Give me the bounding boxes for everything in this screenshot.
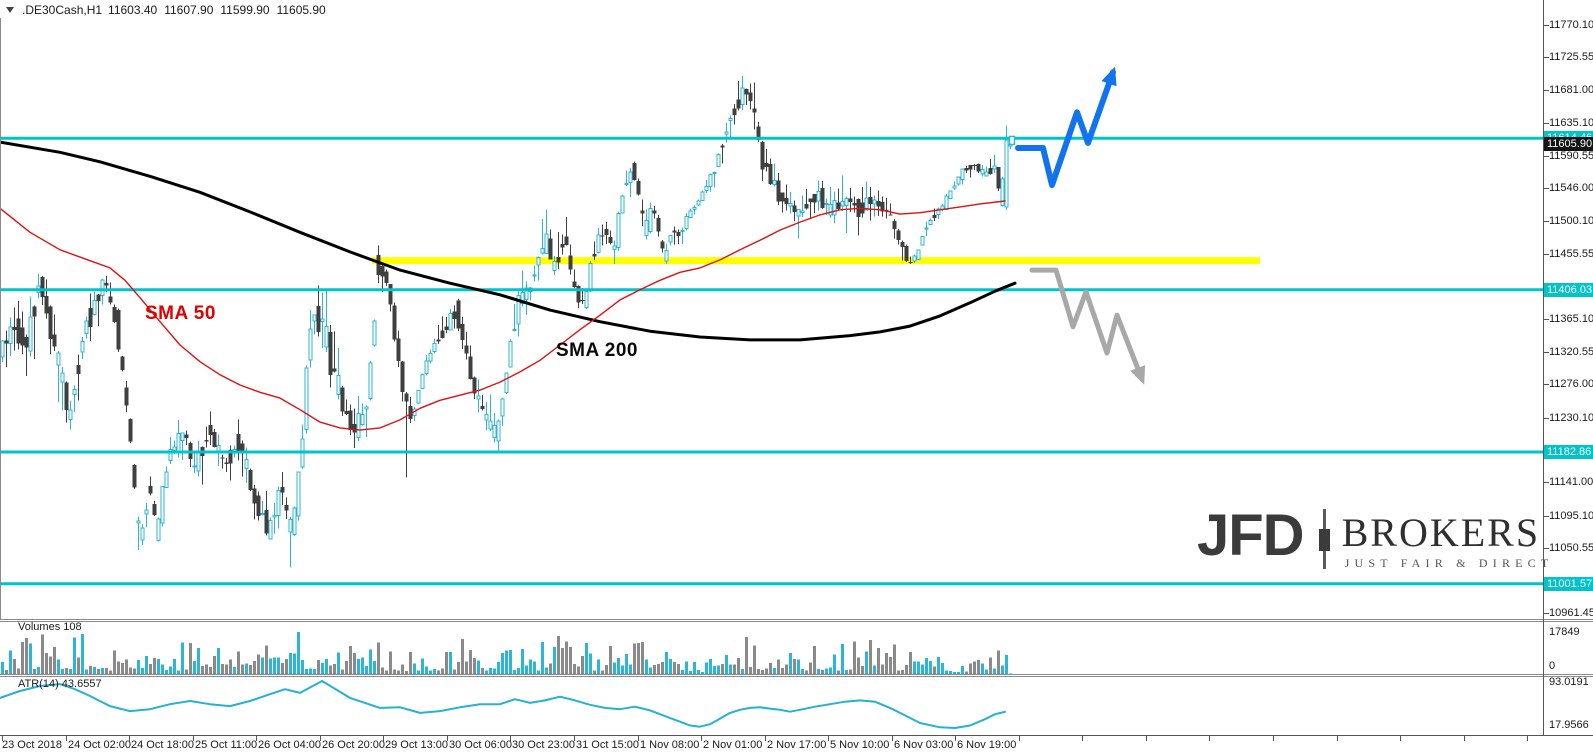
symbol-dropdown-icon[interactable] [6,7,14,13]
time-tick-label: 26 Oct 04:00 [258,739,321,751]
price-tick-label: 11455.55 [1549,248,1593,260]
time-tick-label: 30 Oct 23:00 [512,739,575,751]
atr-axis-min: 17.9566 [1549,719,1589,731]
time-tick-label: 1 Nov 08:00 [640,739,700,751]
atr-pane-label: ATR(14) 43.6557 [18,678,102,690]
logo-candlestick-icon [1316,509,1332,569]
time-tick-label: 24 Oct 02:00 [68,739,131,751]
sma50-label: SMA 50 [145,303,216,324]
price-tick-label: 11095.10 [1549,510,1593,522]
level-price-badge: 11001.57 [1544,577,1593,591]
time-tick-label: 5 Nov 10:00 [830,739,890,751]
quote-low: 11599.90 [220,3,270,17]
logo-brokers-text: BROKERS [1341,510,1541,555]
chart-title-bar: .DE30Cash,H1 11603.40 11607.90 11599.90 … [6,3,326,17]
symbol-title: .DE30Cash,H1 [22,3,103,17]
time-tick-label: 31 Oct 15:00 [576,739,639,751]
price-tick-label: 11635.10 [1549,117,1593,129]
sma200-label: SMA 200 [556,340,638,361]
price-tick-label: 11590.55 [1549,150,1593,162]
price-tick-label: 11365.10 [1549,313,1593,325]
jfd-brokers-logo: JFD BROKERS JUST FAIR & DIRECT [1197,507,1553,571]
price-tick-label: 11141.00 [1549,476,1593,488]
price-tick-label: 11276.00 [1549,378,1593,390]
time-tick-label: 30 Oct 06:00 [449,739,512,751]
time-tick-label: 2 Nov 17:00 [767,739,827,751]
bid-price-badge: 11605.90 [1544,137,1593,151]
time-tick-label: 23 Oct 2018 [2,739,62,751]
price-tick-label: 11230.10 [1549,412,1593,424]
time-tick-label: 2 Nov 01:00 [703,739,763,751]
level-price-badge: 11406.03 [1544,283,1593,297]
price-tick-label: 11770.10 [1549,19,1593,31]
time-tick-label: 6 Nov 19:00 [957,739,1017,751]
price-tick-label: 11500.10 [1549,215,1593,227]
quote-close: 11605.90 [276,3,326,17]
price-tick-label: 11320.55 [1549,346,1593,358]
quote-high: 11607.90 [164,3,214,17]
price-tick-label: 10961.45 [1549,607,1593,619]
volume-pane-label: Volumes 108 [18,621,82,633]
price-tick-label: 11725.55 [1549,51,1593,63]
volume-axis-max: 17849 [1549,626,1580,638]
time-tick-label: 24 Oct 18:00 [131,739,194,751]
volume-axis-min: 0 [1549,660,1556,672]
time-tick-label: 29 Oct 13:00 [385,739,448,751]
time-tick-label: 25 Oct 11:00 [195,739,258,751]
logo-tagline: JUST FAIR & DIRECT [1344,556,1554,570]
ohlc-quote: 11603.40 11607.90 11599.90 11605.90 [108,3,326,17]
time-tick-label: 6 Nov 03:00 [894,739,954,751]
price-tick-label: 11546.00 [1549,182,1593,194]
level-price-badge: 11182.86 [1544,445,1593,459]
atr-axis-max: 93.0191 [1549,676,1589,688]
logo-jfd-text: JFD [1197,503,1305,568]
quote-open: 11603.40 [108,3,158,17]
price-tick-label: 11050.55 [1549,542,1593,554]
time-tick-label: 26 Oct 20:00 [322,739,385,751]
price-tick-label: 11681.00 [1549,84,1593,96]
